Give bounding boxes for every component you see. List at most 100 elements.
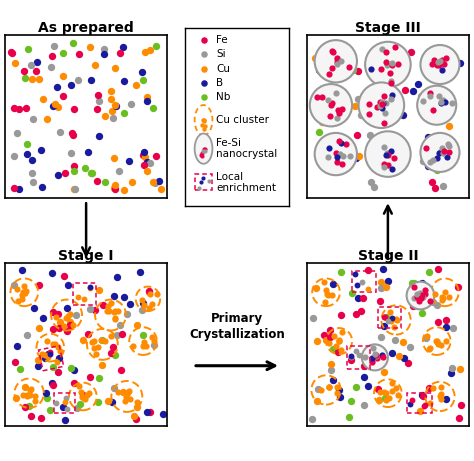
Point xyxy=(328,99,336,106)
Point xyxy=(413,290,421,297)
Point xyxy=(114,307,122,314)
Point xyxy=(441,60,448,68)
Point xyxy=(346,153,354,160)
Point xyxy=(455,414,463,422)
Point xyxy=(64,281,72,288)
Point xyxy=(198,149,205,157)
Circle shape xyxy=(365,42,410,87)
Point xyxy=(49,379,56,386)
Point xyxy=(427,399,434,407)
Point xyxy=(400,355,408,362)
Point xyxy=(339,139,346,147)
Point xyxy=(335,337,343,345)
Point xyxy=(329,377,337,384)
Point xyxy=(348,143,356,150)
Point xyxy=(38,350,46,358)
Point xyxy=(428,178,436,185)
Point xyxy=(433,301,441,309)
Point xyxy=(337,150,344,158)
Point xyxy=(324,96,331,104)
Point xyxy=(70,185,78,192)
Point xyxy=(29,115,37,122)
Point xyxy=(23,140,30,148)
Point xyxy=(394,317,401,324)
Circle shape xyxy=(407,282,434,309)
Point xyxy=(399,338,407,345)
Point xyxy=(32,67,40,75)
Point xyxy=(22,105,30,112)
Point xyxy=(70,131,77,138)
Circle shape xyxy=(417,86,456,125)
Point xyxy=(80,391,87,398)
Point xyxy=(76,400,84,408)
Point xyxy=(94,343,101,350)
Point xyxy=(417,407,424,414)
Point xyxy=(418,292,426,299)
Point xyxy=(140,162,148,169)
Point xyxy=(422,334,430,342)
Point xyxy=(456,59,464,67)
Point xyxy=(19,289,27,296)
Point xyxy=(27,386,35,393)
Point xyxy=(55,104,62,111)
Point xyxy=(355,152,362,160)
Point xyxy=(383,82,391,89)
Point xyxy=(392,336,399,343)
Point xyxy=(324,291,331,298)
Point xyxy=(48,269,56,277)
Point xyxy=(456,365,463,372)
Point xyxy=(123,394,130,401)
Point xyxy=(28,169,36,177)
Point xyxy=(338,329,346,336)
Text: Nb: Nb xyxy=(216,92,230,102)
Point xyxy=(59,403,66,410)
Point xyxy=(11,358,18,366)
Point xyxy=(395,352,403,360)
Point xyxy=(8,49,16,57)
Point xyxy=(15,105,23,112)
Bar xyxy=(54,393,75,413)
Point xyxy=(383,150,391,157)
Point xyxy=(13,285,20,293)
Point xyxy=(388,349,396,357)
Point xyxy=(413,294,420,301)
Point xyxy=(11,59,19,66)
Point xyxy=(333,390,341,397)
Point xyxy=(25,403,33,410)
Point xyxy=(365,110,373,118)
Point xyxy=(376,102,383,110)
Point xyxy=(56,129,64,136)
Point xyxy=(380,353,387,361)
Point xyxy=(201,145,209,153)
Circle shape xyxy=(420,133,459,172)
Point xyxy=(18,291,26,299)
Point xyxy=(444,141,451,148)
Point xyxy=(139,342,146,349)
Point xyxy=(10,152,18,159)
Point xyxy=(63,327,71,335)
Point xyxy=(109,343,117,350)
Point xyxy=(337,269,345,276)
Point xyxy=(199,153,206,160)
Point xyxy=(139,151,146,158)
Point xyxy=(356,351,363,359)
Point xyxy=(341,47,348,54)
Point xyxy=(352,310,360,318)
Point xyxy=(328,47,336,55)
Circle shape xyxy=(315,40,357,83)
Point xyxy=(347,354,355,361)
Circle shape xyxy=(359,83,404,128)
Point xyxy=(374,104,381,111)
Point xyxy=(380,119,387,126)
Point xyxy=(437,383,445,390)
Point xyxy=(80,296,87,303)
Point xyxy=(139,299,147,306)
Point xyxy=(119,43,127,50)
Point xyxy=(41,352,49,359)
Point xyxy=(338,105,346,112)
Point xyxy=(438,395,445,402)
Point xyxy=(126,396,133,403)
Point xyxy=(18,267,26,274)
Point xyxy=(431,290,438,297)
Point xyxy=(440,96,447,104)
